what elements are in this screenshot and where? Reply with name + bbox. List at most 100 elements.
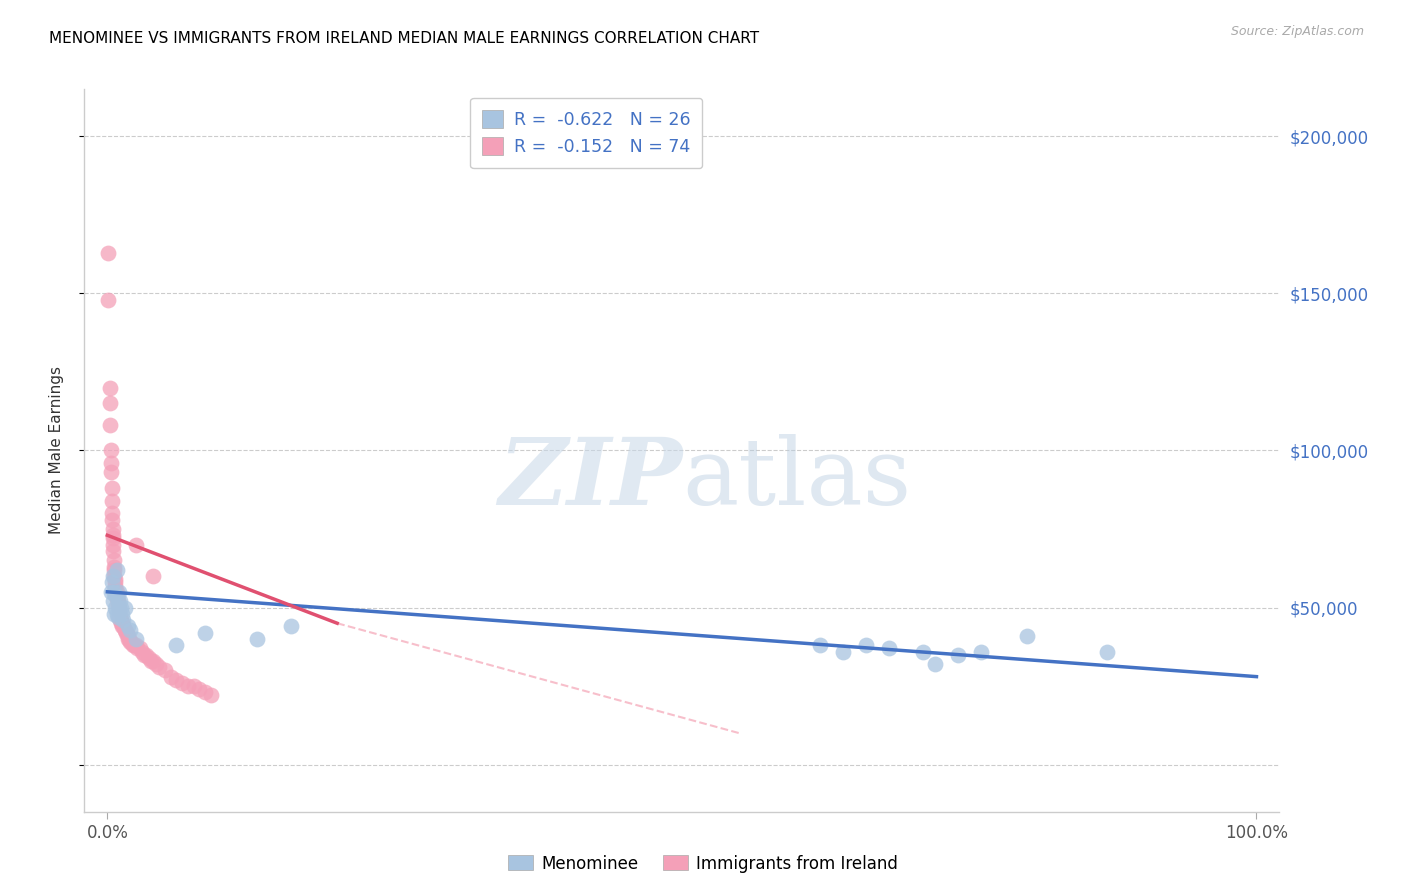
Point — [877, 641, 900, 656]
Point — [108, 613, 131, 627]
Point — [117, 619, 139, 633]
Point — [101, 544, 124, 558]
Point — [110, 613, 132, 627]
Point — [194, 625, 217, 640]
Point — [114, 625, 136, 640]
Point — [107, 594, 129, 608]
Point — [107, 594, 129, 608]
Point — [120, 635, 142, 649]
Point — [98, 381, 121, 395]
Point — [97, 245, 120, 260]
Point — [101, 522, 124, 536]
Point — [101, 481, 124, 495]
Point — [105, 584, 128, 599]
Point — [280, 619, 302, 633]
Point — [177, 679, 200, 693]
Point — [145, 657, 167, 671]
Point — [100, 584, 122, 599]
Point — [121, 635, 143, 649]
Point — [103, 559, 125, 574]
Point — [112, 613, 135, 627]
Point — [127, 641, 149, 656]
Point — [117, 629, 139, 643]
Point — [115, 625, 138, 640]
Point — [912, 644, 935, 658]
Point — [104, 600, 127, 615]
Point — [165, 673, 187, 687]
Point — [200, 689, 222, 703]
Point — [165, 638, 187, 652]
Point — [128, 641, 150, 656]
Point — [125, 538, 148, 552]
Point — [122, 638, 145, 652]
Point — [103, 553, 125, 567]
Point — [101, 532, 124, 546]
Point — [194, 685, 217, 699]
Legend: R =  -0.622   N = 26, R =  -0.152   N = 74: R = -0.622 N = 26, R = -0.152 N = 74 — [470, 98, 703, 169]
Point — [105, 607, 128, 621]
Point — [131, 644, 153, 658]
Point — [121, 638, 143, 652]
Point — [108, 610, 131, 624]
Point — [183, 679, 205, 693]
Point — [114, 623, 136, 637]
Point — [105, 563, 128, 577]
Point — [108, 600, 131, 615]
Point — [105, 588, 128, 602]
Point — [101, 569, 124, 583]
Point — [808, 638, 831, 652]
Point — [142, 654, 165, 668]
Point — [110, 616, 132, 631]
Text: ZIP: ZIP — [498, 434, 682, 524]
Point — [111, 619, 134, 633]
Point — [101, 493, 124, 508]
Point — [104, 572, 127, 586]
Point — [105, 591, 128, 606]
Point — [159, 670, 181, 684]
Point — [125, 638, 148, 652]
Point — [970, 644, 993, 658]
Point — [118, 632, 141, 646]
Point — [120, 623, 142, 637]
Point — [108, 594, 131, 608]
Point — [100, 443, 122, 458]
Point — [148, 660, 170, 674]
Point — [112, 619, 135, 633]
Point — [170, 676, 193, 690]
Point — [1015, 629, 1038, 643]
Point — [104, 578, 127, 592]
Point — [104, 575, 127, 590]
Y-axis label: Median Male Earnings: Median Male Earnings — [49, 367, 63, 534]
Point — [117, 632, 139, 646]
Text: MENOMINEE VS IMMIGRANTS FROM IRELAND MEDIAN MALE EARNINGS CORRELATION CHART: MENOMINEE VS IMMIGRANTS FROM IRELAND MED… — [49, 31, 759, 46]
Point — [142, 569, 165, 583]
Point — [101, 512, 124, 526]
Point — [111, 616, 134, 631]
Point — [153, 664, 176, 678]
Point — [108, 607, 131, 621]
Point — [104, 582, 127, 596]
Point — [107, 610, 129, 624]
Point — [108, 604, 131, 618]
Legend: Menominee, Immigrants from Ireland: Menominee, Immigrants from Ireland — [501, 848, 905, 880]
Point — [101, 528, 124, 542]
Point — [110, 600, 132, 615]
Point — [108, 600, 131, 615]
Point — [946, 648, 969, 662]
Point — [138, 650, 160, 665]
Point — [114, 600, 136, 615]
Point — [855, 638, 877, 652]
Point — [188, 682, 211, 697]
Point — [924, 657, 946, 671]
Point — [246, 632, 269, 646]
Point — [108, 610, 131, 624]
Point — [101, 575, 124, 590]
Point — [103, 569, 125, 583]
Text: atlas: atlas — [682, 434, 911, 524]
Point — [103, 584, 125, 599]
Point — [103, 563, 125, 577]
Point — [139, 654, 162, 668]
Point — [1095, 644, 1118, 658]
Point — [101, 506, 124, 520]
Point — [98, 418, 121, 433]
